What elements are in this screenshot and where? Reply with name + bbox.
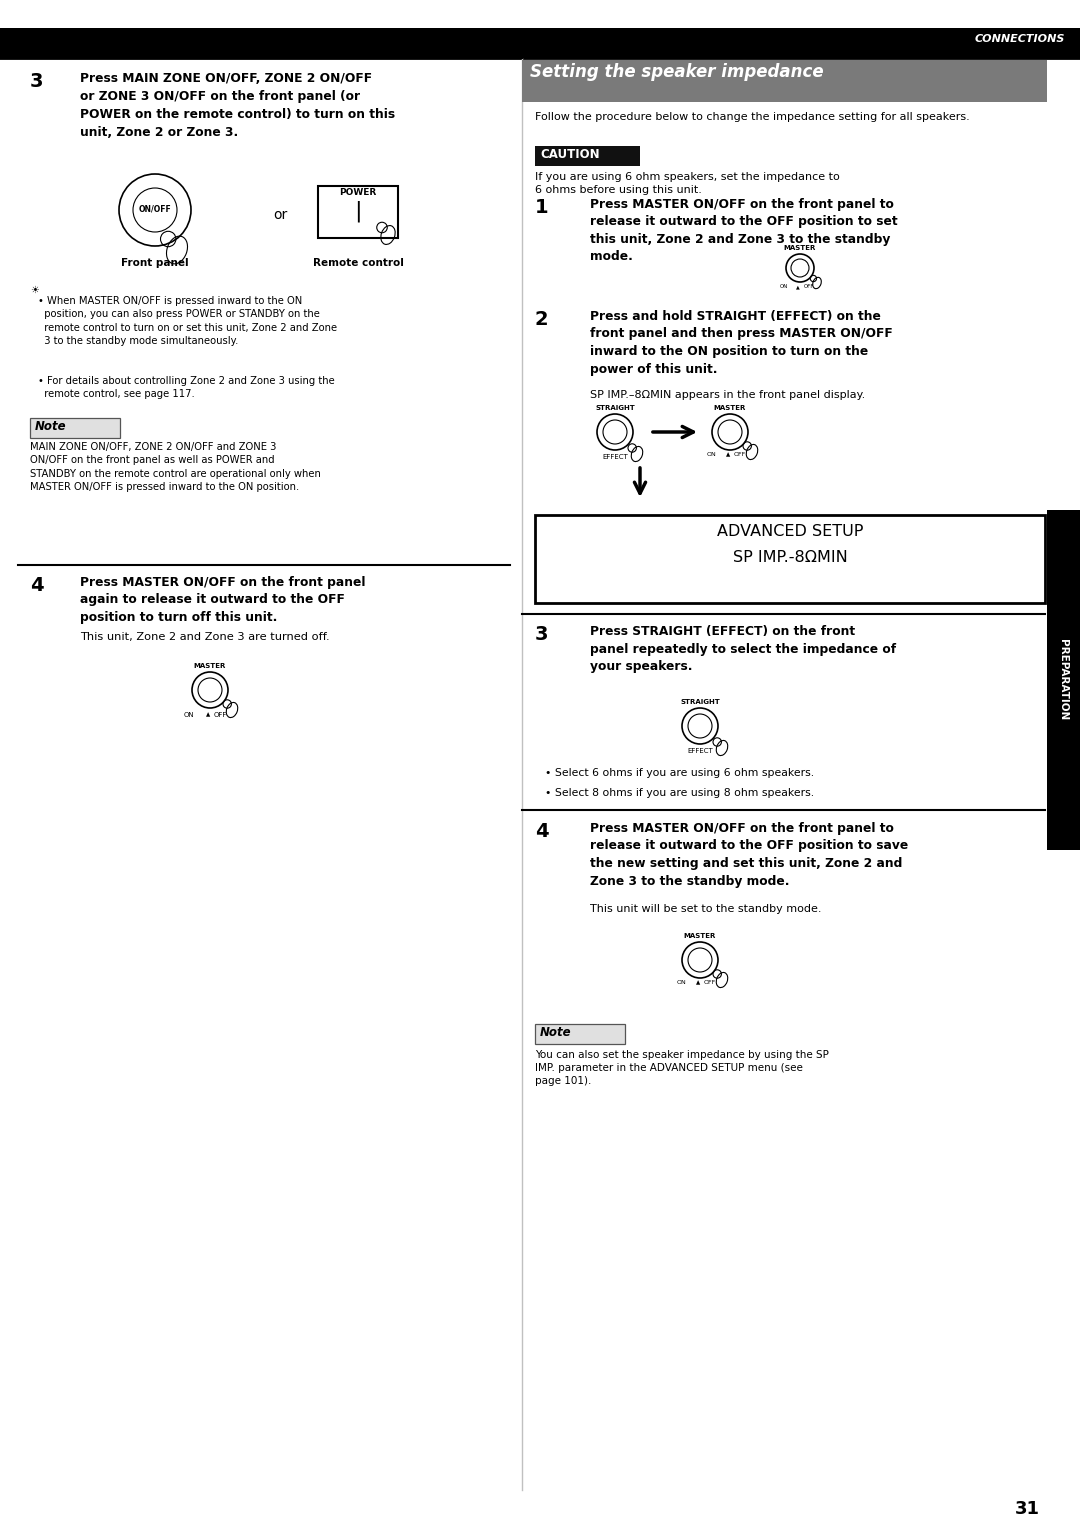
- Text: MASTER: MASTER: [714, 404, 746, 410]
- Text: |: |: [354, 200, 362, 221]
- Text: MASTER: MASTER: [784, 246, 816, 250]
- Text: This unit will be set to the standby mode.: This unit will be set to the standby mod…: [590, 903, 822, 914]
- Text: ON: ON: [676, 980, 686, 984]
- Text: CONNECTIONS: CONNECTIONS: [974, 34, 1065, 44]
- Text: Note: Note: [540, 1025, 571, 1039]
- Text: OFF: OFF: [704, 980, 716, 984]
- Text: EFFECT: EFFECT: [603, 455, 627, 459]
- Text: ▲: ▲: [796, 284, 800, 288]
- Text: 1: 1: [535, 198, 549, 217]
- Text: or: or: [273, 208, 287, 221]
- Text: MAIN ZONE ON/OFF, ZONE 2 ON/OFF and ZONE 3
ON/OFF on the front panel as well as : MAIN ZONE ON/OFF, ZONE 2 ON/OFF and ZONE…: [30, 443, 321, 491]
- Text: You can also set the speaker impedance by using the SP
IMP. parameter in the ADV: You can also set the speaker impedance b…: [535, 1050, 828, 1087]
- Text: ADVANCED SETUP: ADVANCED SETUP: [717, 523, 863, 539]
- Text: STRAIGHT: STRAIGHT: [595, 404, 635, 410]
- Text: OFF: OFF: [804, 284, 814, 288]
- Text: ON: ON: [706, 452, 716, 456]
- Text: Remote control: Remote control: [312, 258, 404, 269]
- Text: 31: 31: [1015, 1500, 1040, 1518]
- Text: MASTER: MASTER: [684, 932, 716, 938]
- Bar: [535, 1024, 625, 1044]
- Text: • When MASTER ON/OFF is pressed inward to the ON
  position, you can also press : • When MASTER ON/OFF is pressed inward t…: [38, 296, 337, 346]
- Text: This unit, Zone 2 and Zone 3 are turned off.: This unit, Zone 2 and Zone 3 are turned …: [80, 632, 329, 642]
- Text: OFF: OFF: [214, 713, 228, 719]
- Text: 4: 4: [535, 823, 549, 841]
- Text: PREPARATION: PREPARATION: [1058, 639, 1068, 720]
- Text: Note: Note: [35, 420, 67, 433]
- Text: ON/OFF: ON/OFF: [138, 204, 172, 214]
- Bar: [535, 146, 640, 166]
- Text: ▲: ▲: [696, 980, 700, 984]
- Bar: [535, 514, 1045, 603]
- Text: Press MASTER ON/OFF on the front panel to
release it outward to the OFF position: Press MASTER ON/OFF on the front panel t…: [590, 823, 908, 888]
- Text: Setting the speaker impedance: Setting the speaker impedance: [530, 63, 824, 81]
- Text: ▲: ▲: [726, 452, 730, 456]
- Text: Front panel: Front panel: [121, 258, 189, 269]
- Text: OFF: OFF: [734, 452, 746, 456]
- Text: ON: ON: [780, 284, 788, 288]
- Bar: [30, 418, 120, 438]
- Text: ☀: ☀: [30, 285, 39, 295]
- Bar: [522, 60, 1047, 102]
- Bar: [0, 27, 1080, 58]
- Text: 3: 3: [30, 72, 43, 92]
- Text: STRAIGHT: STRAIGHT: [680, 699, 720, 705]
- Text: 2: 2: [535, 310, 549, 330]
- Text: SP IMP.–8ΩMIN appears in the front panel display.: SP IMP.–8ΩMIN appears in the front panel…: [590, 391, 865, 400]
- Text: POWER on the remote control) to turn on this: POWER on the remote control) to turn on …: [80, 108, 395, 121]
- Text: unit, Zone 2 or Zone 3.: unit, Zone 2 or Zone 3.: [80, 127, 239, 139]
- Bar: [318, 186, 399, 238]
- Text: If you are using 6 ohm speakers, set the impedance to
6 ohms before using this u: If you are using 6 ohm speakers, set the…: [535, 172, 840, 195]
- Text: Follow the procedure below to change the impedance setting for all speakers.: Follow the procedure below to change the…: [535, 111, 970, 122]
- Text: • For details about controlling Zone 2 and Zone 3 using the
  remote control, se: • For details about controlling Zone 2 a…: [38, 375, 335, 400]
- Text: or ZONE 3 ON/OFF on the front panel (or: or ZONE 3 ON/OFF on the front panel (or: [80, 90, 360, 102]
- Text: Press MASTER ON/OFF on the front panel to
release it outward to the OFF position: Press MASTER ON/OFF on the front panel t…: [590, 198, 897, 264]
- Text: Press MAIN ZONE ON/OFF, ZONE 2 ON/OFF: Press MAIN ZONE ON/OFF, ZONE 2 ON/OFF: [80, 72, 373, 85]
- Text: • Select 8 ohms if you are using 8 ohm speakers.: • Select 8 ohms if you are using 8 ohm s…: [545, 787, 814, 798]
- Text: Press MASTER ON/OFF on the front panel
again to release it outward to the OFF
po: Press MASTER ON/OFF on the front panel a…: [80, 575, 365, 624]
- Text: Press STRAIGHT (EFFECT) on the front
panel repeatedly to select the impedance of: Press STRAIGHT (EFFECT) on the front pan…: [590, 626, 896, 673]
- Text: SP IMP.-8ΩMIN: SP IMP.-8ΩMIN: [732, 549, 848, 565]
- Text: POWER: POWER: [339, 188, 377, 197]
- Text: 4: 4: [30, 575, 43, 595]
- Text: ON: ON: [184, 713, 194, 719]
- Bar: [1047, 510, 1080, 850]
- Text: EFFECT: EFFECT: [687, 748, 713, 754]
- Text: CAUTION: CAUTION: [540, 148, 599, 162]
- Text: • Select 6 ohms if you are using 6 ohm speakers.: • Select 6 ohms if you are using 6 ohm s…: [545, 768, 814, 778]
- Text: Press and hold STRAIGHT (EFFECT) on the
front panel and then press MASTER ON/OFF: Press and hold STRAIGHT (EFFECT) on the …: [590, 310, 893, 375]
- Text: ▲: ▲: [206, 713, 211, 717]
- Text: MASTER: MASTER: [193, 662, 226, 668]
- Text: 3: 3: [535, 626, 549, 644]
